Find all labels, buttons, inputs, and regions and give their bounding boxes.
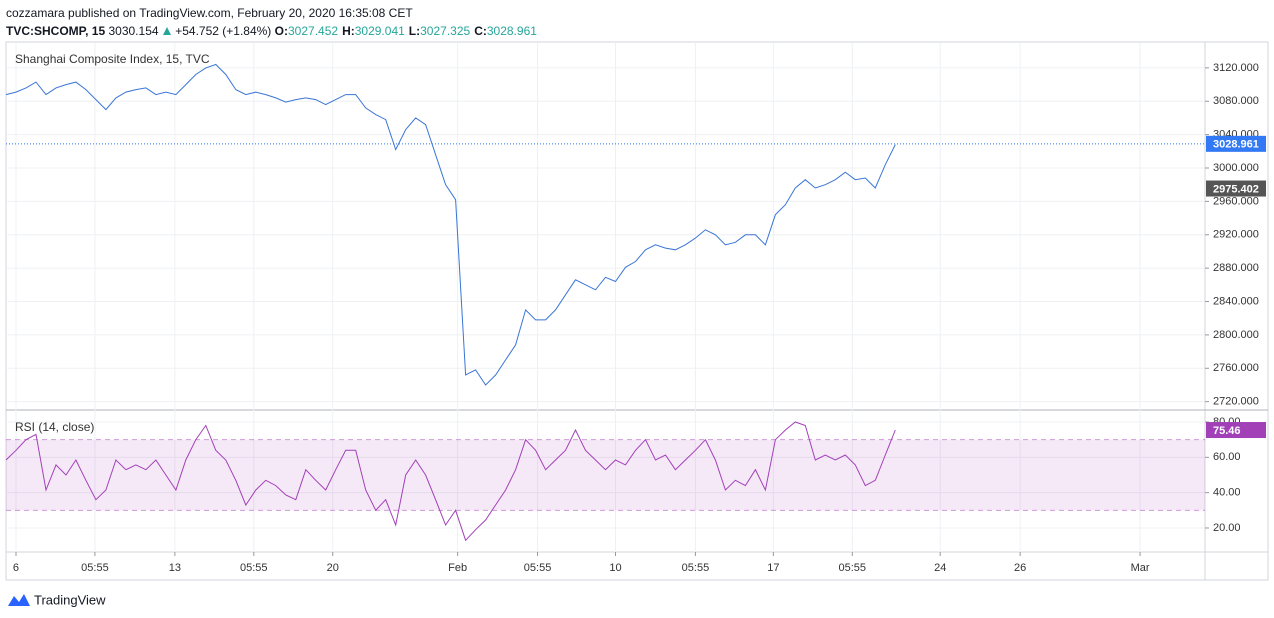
change: +54.752 (+1.84%) [175,24,272,38]
x-tick-label: 20 [327,562,339,574]
ohlc: O:3027.452 H:3029.041 L:3027.325 C:3028.961 [275,24,541,38]
x-tick-label: 26 [1014,562,1026,574]
y-tick-label: 60.00 [1213,451,1241,463]
frame [5,41,1269,581]
publisher-line: cozzamara published on TradingView.com, … [6,6,413,20]
x-tick-label: 05:55 [81,562,109,574]
x-tick-label: 05:55 [240,562,268,574]
pane-title: Shanghai Composite Index, 15, TVC [15,52,210,66]
x-tick-label: 05:55 [839,562,867,574]
y-tick-label: 20.00 [1213,522,1241,534]
y-tick-label: 2840.000 [1213,295,1259,307]
logo [8,594,30,606]
x-tick-label: 17 [767,562,779,574]
ohlc-label: C: [474,24,487,38]
last-price-label: 3028.961 [1213,139,1259,151]
y-tick-label: 2720.000 [1213,396,1259,408]
ohlc-label: H: [342,24,355,38]
header: cozzamara published on TradingView.com, … [6,4,541,40]
ohlc-value: 3029.041 [354,24,405,38]
x-tick-label: 13 [169,562,181,574]
x-tick-label: 6 [13,562,19,574]
rsi-last-tag [1206,422,1266,439]
line [5,63,896,386]
ohlc-label: O: [274,24,288,38]
rsi-last-label: 75.46 [1213,425,1241,437]
line [5,421,896,542]
up-arrow [162,27,171,35]
y-tick-label: 2760.000 [1213,362,1259,374]
x-tick-label: 10 [609,562,621,574]
brand: TradingView [34,592,106,607]
y-tick-label: 3120.000 [1213,62,1259,74]
ohlc-label: L: [408,24,421,38]
ohlc-value: 3027.325 [420,24,471,38]
prev-close-label: 2975.402 [1213,183,1259,195]
y-tick-label: 3000.000 [1213,162,1259,174]
y-tick-label: 3080.000 [1213,95,1259,107]
y-tick-label: 40.00 [1213,487,1241,499]
x-tick-label: Feb [448,562,467,574]
y-tick-label: 2960.000 [1213,195,1259,207]
pane-title: RSI (14, close) [15,420,94,434]
x-tick-label: 05:55 [682,562,710,574]
grid [6,42,1205,552]
prev-close-tag [1206,180,1266,197]
x-tick-label: Mar [1131,562,1150,574]
last-price-tag [1206,135,1266,152]
y-tick-label: 2800.000 [1213,329,1259,341]
y-tick-label: 2880.000 [1213,262,1259,274]
y-tick-label: 2920.000 [1213,229,1259,241]
price: 3030.154 [108,24,159,38]
x-tick-label: 05:55 [524,562,552,574]
x-tick-label: 24 [934,562,946,574]
rsi-band [6,439,1205,511]
ohlc-value: 3027.452 [288,24,339,38]
symbol-line: TVC:SHCOMP, 15 3030.154 +54.752 (+1.84%)… [6,22,541,40]
ohlc-value: 3028.961 [486,24,537,38]
symbol: TVC:SHCOMP, 15 [6,24,106,38]
